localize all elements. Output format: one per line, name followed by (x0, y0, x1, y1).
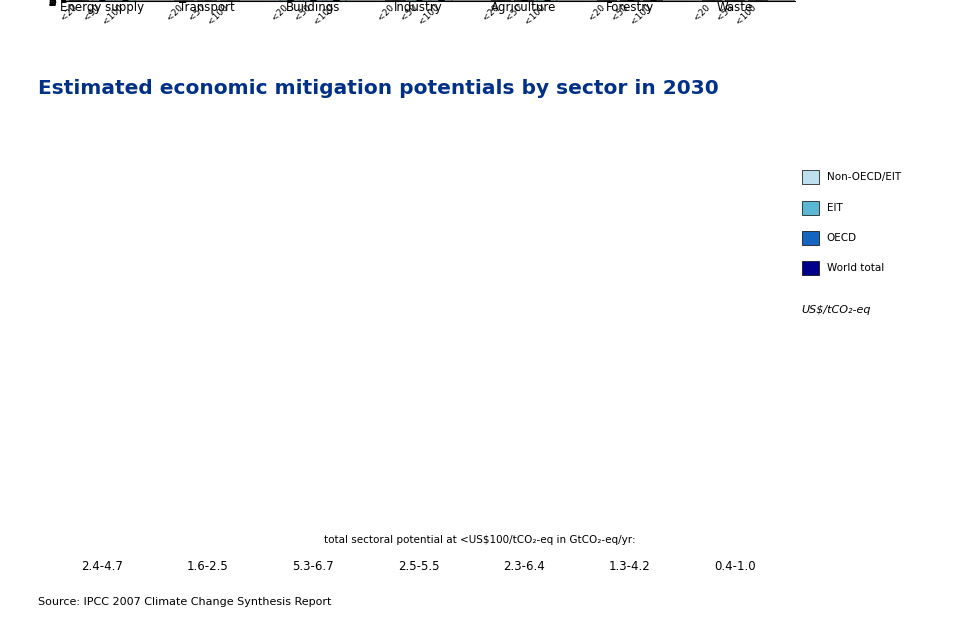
Text: Non-OECD/EIT: Non-OECD/EIT (827, 172, 900, 182)
Text: 14/11/2012: 14/11/2012 (734, 26, 786, 35)
Text: World total: World total (827, 263, 884, 273)
Text: OECD: OECD (827, 233, 856, 243)
Text: 5.3-6.7: 5.3-6.7 (292, 560, 334, 573)
Text: EIT: EIT (827, 203, 842, 213)
Text: Estimated economic mitigation potentials by sector in 2030: Estimated economic mitigation potentials… (38, 79, 719, 98)
Text: 2.5-5.5: 2.5-5.5 (397, 560, 440, 573)
Text: Agriculture: Agriculture (492, 1, 557, 14)
Text: Buildings: Buildings (286, 1, 340, 14)
Text: Source: IPCC 2007 Climate Change Synthesis Report: Source: IPCC 2007 Climate Change Synthes… (38, 596, 332, 606)
Text: 3: 3 (821, 25, 827, 35)
Text: 1.3-4.2: 1.3-4.2 (609, 560, 651, 573)
Text: Energy supply: Energy supply (60, 1, 144, 14)
Text: 0.4-1.0: 0.4-1.0 (714, 560, 756, 573)
Text: Waste: Waste (717, 1, 754, 14)
Text: VTT TECHNICAL RESEARCH CENTRE OF FINLAND: VTT TECHNICAL RESEARCH CENTRE OF FINLAND (14, 26, 259, 35)
Text: Forestry: Forestry (606, 1, 654, 14)
Text: 1.6-2.5: 1.6-2.5 (186, 560, 228, 573)
Text: total sectoral potential at <US$100/tCO₂-eq in GtCO₂-eq/yr:: total sectoral potential at <US$100/tCO₂… (324, 535, 636, 545)
Text: 2.4-4.7: 2.4-4.7 (81, 560, 123, 573)
Text: Industry: Industry (395, 1, 443, 14)
Text: 2.3-6.4: 2.3-6.4 (503, 560, 545, 573)
Text: Transport: Transport (180, 1, 235, 14)
Text: US$/tCO₂-eq: US$/tCO₂-eq (802, 305, 871, 315)
